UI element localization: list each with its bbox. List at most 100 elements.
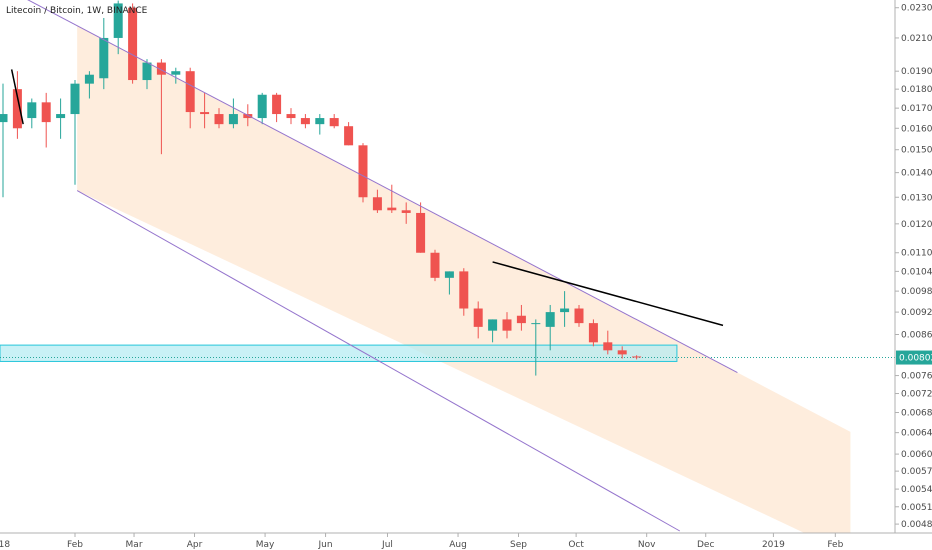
candle-body xyxy=(84,74,94,84)
candle xyxy=(560,291,570,327)
candle-body xyxy=(12,89,22,129)
candle-body xyxy=(531,323,541,325)
channel-upper-line xyxy=(27,0,738,373)
x-tick-label: Feb xyxy=(67,540,83,550)
candle xyxy=(617,346,627,359)
candle xyxy=(574,304,584,327)
candle-body xyxy=(372,197,382,211)
candle xyxy=(300,114,310,129)
chart-title: Litecoin / Bitcoin, 1W, BINANCE xyxy=(6,6,148,16)
candle xyxy=(171,67,181,84)
candle xyxy=(286,108,296,125)
x-tick-label: Dec xyxy=(697,540,714,550)
candle-body xyxy=(243,114,253,119)
candle xyxy=(488,319,498,343)
candle-body xyxy=(574,308,584,324)
candle-body xyxy=(0,114,8,123)
current-price-label: 0.008024 xyxy=(899,354,932,364)
candle xyxy=(0,83,8,198)
candle-body xyxy=(545,312,555,327)
y-tick-label: 0.011000 xyxy=(901,249,932,259)
candle-body xyxy=(473,308,483,327)
candle xyxy=(588,319,598,347)
y-tick-label: 0.015000 xyxy=(901,146,932,156)
candle-body xyxy=(200,112,210,115)
candle-body xyxy=(358,145,368,198)
candle xyxy=(128,3,138,84)
candle xyxy=(99,17,109,90)
y-tick-label: 0.017000 xyxy=(901,104,932,114)
candle xyxy=(41,92,51,148)
candle-body xyxy=(257,94,267,119)
candle-body xyxy=(401,210,411,213)
candle xyxy=(416,202,426,253)
candle-body xyxy=(502,319,512,331)
y-tick-label: 0.016000 xyxy=(901,124,932,134)
resistance-trendline xyxy=(492,261,724,327)
candle xyxy=(502,312,512,339)
candle xyxy=(632,355,642,360)
candle-body xyxy=(459,271,469,309)
y-tick-label: 0.012000 xyxy=(901,220,932,230)
candle-body xyxy=(416,212,426,253)
candle-body xyxy=(488,319,498,331)
y-tick-label: 0.005700 xyxy=(901,467,932,477)
y-tick-label: 0.019000 xyxy=(901,67,932,77)
y-tick-label: 0.007200 xyxy=(901,390,932,400)
candle-body xyxy=(344,126,354,146)
candle-body xyxy=(228,114,238,125)
candle xyxy=(358,143,368,203)
y-tick-label: 0.005400 xyxy=(901,485,932,495)
candle xyxy=(70,80,80,185)
candle xyxy=(185,67,195,129)
x-tick-label: Nov xyxy=(638,540,656,550)
candle-body xyxy=(560,308,570,313)
candle xyxy=(257,92,267,125)
candle xyxy=(531,319,541,376)
candle-body xyxy=(617,350,627,355)
candle-body xyxy=(56,114,66,119)
support-zone xyxy=(0,344,678,362)
candle-body xyxy=(516,315,526,324)
candle-body xyxy=(286,114,296,119)
candle xyxy=(315,114,325,135)
candle xyxy=(545,304,555,351)
x-tick-label: Mar xyxy=(126,540,143,550)
candle xyxy=(200,92,210,129)
x-tick-label: Aug xyxy=(449,540,467,550)
candle-body xyxy=(70,83,80,115)
candle xyxy=(113,0,123,55)
candle-body xyxy=(156,62,166,75)
candle xyxy=(387,184,397,213)
candle-body xyxy=(430,252,440,278)
candle-body xyxy=(632,356,642,358)
y-tick-label: 0.006000 xyxy=(901,450,932,460)
x-tick-label: 2018 xyxy=(0,540,10,550)
candle xyxy=(84,71,94,99)
candle xyxy=(401,202,411,224)
y-tick-label: 0.014000 xyxy=(901,169,932,179)
candle-body xyxy=(99,37,109,79)
candle xyxy=(56,98,66,139)
candle xyxy=(214,108,224,129)
candle xyxy=(473,301,483,339)
candles-layer xyxy=(0,0,642,376)
candle xyxy=(372,189,382,213)
x-tick-label: Sep xyxy=(510,540,527,550)
candle xyxy=(272,92,282,123)
x-tick-label: Jun xyxy=(318,540,333,550)
candle xyxy=(603,330,613,355)
candle-body xyxy=(329,118,339,127)
candle-body xyxy=(300,118,310,125)
support-zone-layer xyxy=(0,344,895,362)
y-tick-label: 0.004860 xyxy=(901,520,932,530)
candle xyxy=(459,268,469,316)
candle-body xyxy=(41,102,51,123)
x-tick-label: 2019 xyxy=(762,540,785,550)
candle xyxy=(27,98,37,129)
y-tick-label: 0.010400 xyxy=(901,267,932,277)
channel-lower-line xyxy=(76,190,681,532)
candle-body xyxy=(128,7,138,81)
